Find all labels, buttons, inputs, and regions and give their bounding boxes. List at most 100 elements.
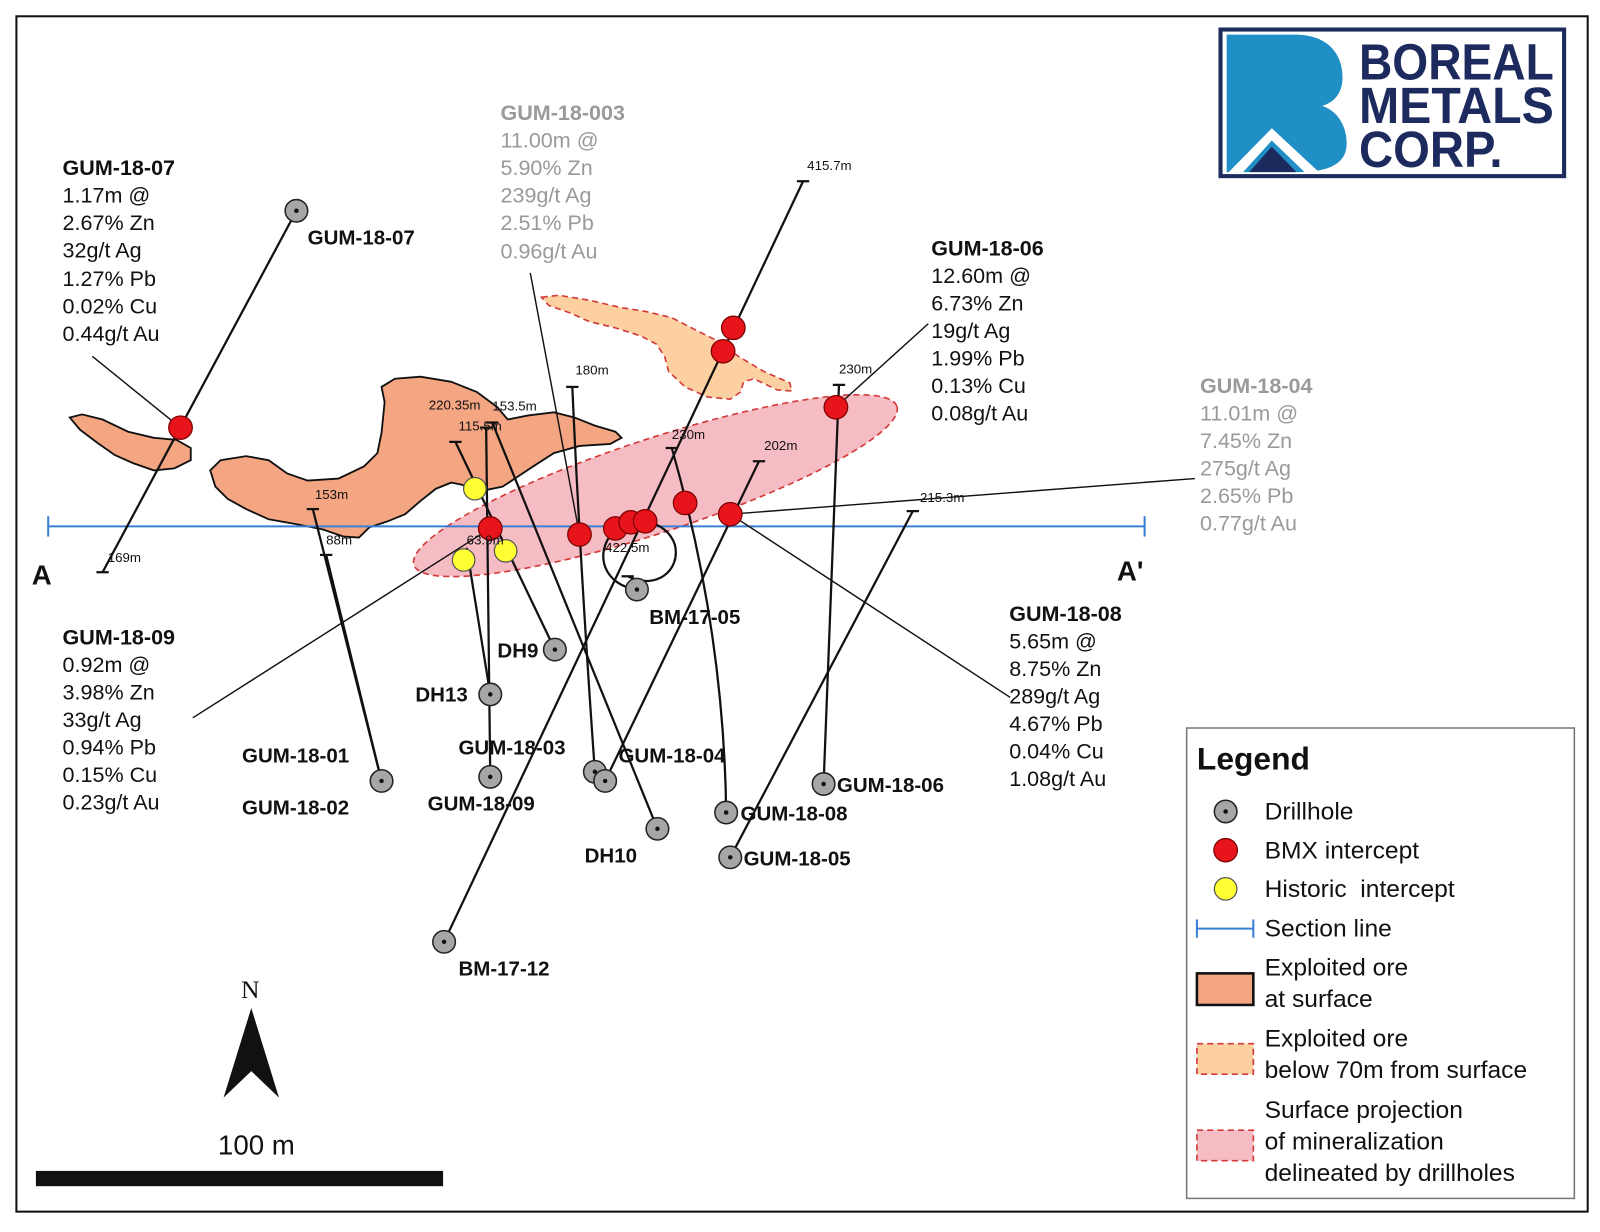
collar-center bbox=[728, 855, 733, 860]
collar-bm-17-12 bbox=[432, 929, 457, 954]
legend-frame bbox=[1185, 727, 1576, 1200]
bmx-intercept-marker bbox=[477, 516, 503, 541]
depth-label: 63.9m bbox=[467, 533, 504, 548]
legend-section-label: Section line bbox=[1265, 916, 1392, 943]
logo-mountain-icon bbox=[1228, 128, 1319, 173]
collar-center bbox=[488, 774, 493, 780]
section-start-label: A bbox=[32, 560, 52, 591]
leader-gum-18-07 bbox=[91, 355, 181, 429]
callout-line: 5.90% Zn bbox=[501, 156, 593, 180]
hole-label: GUM-18-05 bbox=[744, 849, 851, 871]
legend-bmx-icon bbox=[1213, 837, 1239, 863]
depth-labels: 415.7m 180m 230m 220.35m 153.5m 115.5m 2… bbox=[108, 158, 965, 565]
legend: Legend Drillhole BMX intercept Historic … bbox=[1185, 727, 1576, 1200]
callout-title: GUM-18-07 bbox=[63, 156, 175, 180]
callout-title: GUM-18-09 bbox=[63, 626, 176, 650]
callout-gum-18-04: GUM-18-04 11.01m @ 7.45% Zn 275g/t Ag 2.… bbox=[1200, 374, 1313, 535]
depth-label: 88m bbox=[326, 533, 352, 548]
logo-peak-icon bbox=[1249, 146, 1297, 173]
callout-line: 0.96g/t Au bbox=[501, 240, 598, 264]
bmx-intercept-marker bbox=[567, 522, 592, 547]
callout-line: 11.00m @ bbox=[501, 129, 599, 153]
collar-center bbox=[441, 939, 447, 945]
callout-title: GUM-18-06 bbox=[931, 237, 1044, 261]
legend-deep-ore-label-1: Exploited ore bbox=[1265, 1026, 1409, 1053]
collar-dh10 bbox=[645, 816, 670, 841]
legend-deep-ore-label-2: below 70m from surface bbox=[1265, 1057, 1528, 1084]
legend-historic-icon bbox=[1213, 877, 1238, 901]
collar-gum-18-08 bbox=[714, 800, 739, 825]
scale-bar-rule bbox=[35, 1170, 444, 1187]
callout-line: 0.15% Cu bbox=[63, 763, 158, 787]
historic-intercepts bbox=[451, 476, 518, 572]
callout-line: 0.94% Pb bbox=[63, 736, 156, 760]
bmx-intercept-marker bbox=[710, 338, 736, 364]
depth-label: 180m bbox=[575, 363, 608, 378]
leader-gum-18-04 bbox=[730, 477, 1195, 515]
legend-projection-label-2: of mineralization bbox=[1265, 1129, 1444, 1156]
depth-label: 169m bbox=[108, 550, 141, 565]
legend-surface-ore-swatch bbox=[1195, 972, 1255, 1007]
trace-gum-18-03 bbox=[571, 386, 596, 772]
bmx-intercept-marker bbox=[168, 415, 193, 440]
depth-label: 153m bbox=[315, 487, 348, 502]
callout-line: 1.27% Pb bbox=[63, 267, 156, 291]
collar-dh9 bbox=[542, 637, 567, 662]
leader-gum-18-08 bbox=[729, 513, 1011, 699]
callout-line: 7.45% Zn bbox=[1200, 429, 1292, 453]
callout-line: 12.60m @ bbox=[931, 264, 1031, 288]
depth-label: 215.3m bbox=[920, 490, 964, 505]
callout-line: 0.02% Cu bbox=[63, 295, 158, 319]
callout-line: 19g/t Ag bbox=[931, 319, 1010, 343]
callout-line: 6.73% Zn bbox=[931, 292, 1023, 316]
callout-line: 32g/t Ag bbox=[63, 239, 142, 263]
bmx-intercept-marker bbox=[632, 508, 658, 534]
callout-gum-18-06: GUM-18-06 12.60m @ 6.73% Zn 19g/t Ag 1.9… bbox=[931, 237, 1044, 426]
legend-drillhole-label: Drillhole bbox=[1265, 799, 1354, 826]
north-arrow-icon bbox=[223, 1008, 279, 1098]
historic-intercept-marker bbox=[493, 539, 518, 563]
depth-label: 153.5m bbox=[492, 398, 536, 413]
collar-gum-18-05 bbox=[718, 845, 743, 870]
collar-center bbox=[552, 647, 558, 652]
hole-label: GUM-18-02 bbox=[242, 798, 349, 820]
logo-word-3: CORP. bbox=[1359, 121, 1503, 178]
callout-line: 1.99% Pb bbox=[931, 347, 1024, 371]
callout-title: GUM-18-003 bbox=[501, 101, 626, 125]
company-logo: BOREAL METALS CORP. bbox=[1218, 27, 1567, 179]
north-arrow: N bbox=[223, 975, 279, 1098]
callout-line: 3.98% Zn bbox=[63, 681, 155, 705]
scale-bar: 100 m bbox=[35, 1130, 444, 1187]
legend-title: Legend bbox=[1197, 741, 1310, 777]
legend-bmx-label: BMX intercept bbox=[1265, 837, 1420, 864]
callout-line: 0.04% Cu bbox=[1009, 740, 1104, 764]
collar-center bbox=[379, 778, 384, 784]
callout-line: 4.67% Pb bbox=[1009, 712, 1102, 736]
exploited-ore-surface-main bbox=[209, 375, 624, 539]
callout-line: 2.51% Pb bbox=[501, 211, 594, 235]
collar-center bbox=[821, 781, 826, 787]
legend-surface-ore-label-1: Exploited ore bbox=[1265, 954, 1409, 981]
callout-line: 11.01m @ bbox=[1200, 402, 1298, 426]
logo-b-icon bbox=[1226, 34, 1347, 173]
leader-gum-18-06 bbox=[835, 323, 929, 408]
callout-line: 2.67% Zn bbox=[63, 211, 155, 235]
leader-gum-18-09 bbox=[192, 527, 491, 719]
bmx-intercept-marker bbox=[672, 490, 698, 516]
hole-label: GUM-18-03 bbox=[458, 738, 565, 760]
collar-gum-18-01-02 bbox=[369, 768, 394, 793]
trace-bm-17-12 bbox=[443, 180, 805, 943]
callout-line: 289g/t Ag bbox=[1009, 685, 1100, 709]
section-line bbox=[47, 516, 1146, 537]
depth-label: 415.7m bbox=[807, 158, 851, 173]
mineralization-projection bbox=[412, 393, 899, 578]
callout-line: 0.13% Cu bbox=[931, 374, 1026, 398]
depth-label: 230m bbox=[672, 427, 705, 442]
scale-bar-label: 100 m bbox=[218, 1130, 295, 1161]
hole-label: BM-17-05 bbox=[649, 607, 740, 629]
legend-historic-label: Historic intercept bbox=[1265, 876, 1455, 903]
trace-dh13 bbox=[465, 547, 492, 695]
hole-label: GUM-18-04 bbox=[618, 746, 726, 768]
exploited-ore-surface-west bbox=[68, 413, 192, 472]
